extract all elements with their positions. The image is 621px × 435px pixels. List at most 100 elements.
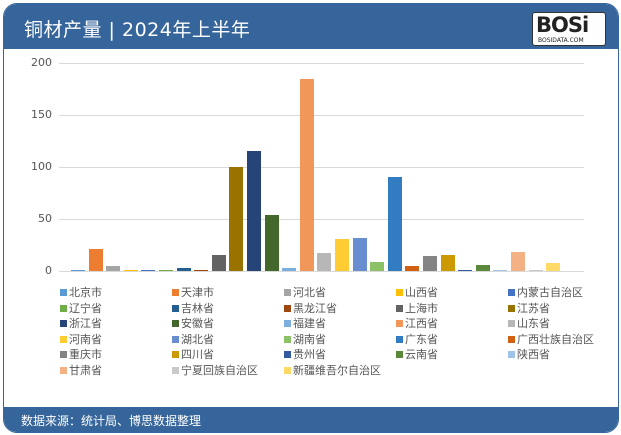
bar-宁夏回族自治区 [528,269,543,271]
footer-bar: 数据来源：统计局、博思数据整理 [4,407,618,432]
legend-swatch [284,351,291,358]
legend-item: 山西省 [396,285,508,301]
legend-swatch [172,289,179,296]
chart-title: 铜材产量 | 2024年上半年 [24,19,251,41]
bar-江苏省 [229,167,244,271]
bar-辽宁省 [159,269,173,271]
legend-label: 江苏省 [517,301,550,315]
legend-item: 江西省 [396,316,508,332]
gridline [59,219,584,220]
legend-swatch [172,351,179,358]
legend-label: 重庆市 [69,348,102,361]
bar-四川省 [440,255,455,271]
bar-天津市 [88,249,103,271]
legend-item: 福建省 [284,316,396,332]
legend-item: 黑龙江省 [284,301,396,317]
bar-重庆市 [423,256,437,271]
legend-item: 云南省 [396,347,508,363]
bar-陕西省 [493,269,508,271]
legend-item: 河北省 [284,285,396,301]
legend-swatch [396,320,403,327]
legend-swatch [396,289,403,296]
gridline [59,271,584,272]
legend-swatch [508,351,515,358]
legend-swatch [172,320,179,327]
legend-label: 浙江省 [69,317,102,330]
bar-福建省 [282,267,297,271]
bar-series [4,49,618,275]
legend-swatch [172,335,179,343]
legend-item: 陕西省 [508,347,618,363]
legend-item: 甘肃省 [60,363,172,379]
legend-label: 云南省 [405,348,438,361]
logo-text: BOSi [536,13,589,37]
legend-swatch [508,335,515,343]
plot-area: 0 50 100 150 200 北京市 天津市 河北省 山西省 内蒙古自治区 辽宁省 吉林省 黑龙江… [4,49,618,406]
legend-label: 山东省 [517,317,550,330]
legend-swatch [396,304,403,312]
legend-item: 北京市 [60,285,172,301]
legend-label: 黑龙江省 [293,301,337,315]
legend-swatch [60,304,67,312]
legend-item: 河南省 [60,332,172,348]
legend-swatch [172,304,179,312]
bar-云南省 [475,264,490,271]
bar-黑龙江省 [194,269,209,271]
legend-label: 湖北省 [181,332,214,346]
legend-item: 浙江省 [60,316,172,332]
legend-item: 广东省 [396,332,508,348]
legend-item: 山东省 [508,316,618,332]
bar-新疆维吾尔自治区 [546,262,561,271]
legend-label: 贵州省 [293,348,326,361]
legend-swatch [60,320,67,327]
legend-label: 山西省 [405,286,438,299]
legend-item: 贵州省 [284,347,396,363]
y-tick-label: 100 [31,160,52,173]
legend-item: 上海市 [396,301,508,317]
legend-label: 福建省 [293,317,326,330]
bar-贵州省 [458,269,473,271]
legend-item: 重庆市 [60,347,172,363]
legend-label: 宁夏回族自治区 [181,363,258,377]
bar-湖南省 [370,261,385,271]
legend-swatch [284,335,291,343]
legend-swatch [284,304,291,312]
bar-广西壮族自治区 [405,265,420,271]
bar-甘肃省 [511,252,525,271]
logo-subtext: BOSIDATA.COM [538,37,584,44]
legend-swatch [60,351,67,358]
bar-安徽省 [264,214,279,271]
legend-label: 新疆维吾尔自治区 [293,363,381,377]
legend-item: 天津市 [172,285,284,301]
legend-item: 吉林省 [172,301,284,317]
bar-广东省 [387,177,402,271]
legend-item: 广西壮族自治区 [508,332,618,348]
chart-card: 铜材产量 | 2024年上半年 BOSi BOSIDATA.COM 0 50 100… [3,3,619,433]
gridline [59,63,584,64]
header-bar: 铜材产量 | 2024年上半年 BOSi BOSIDATA.COM [4,4,618,49]
legend-swatch [284,289,291,296]
legend-item: 新疆维吾尔自治区 [284,363,396,379]
legend-label: 河北省 [293,286,326,299]
legend-swatch [60,366,67,374]
legend-label: 辽宁省 [69,301,102,315]
legend-swatch [508,320,515,327]
y-tick-label: 200 [31,56,52,69]
bar-上海市 [211,255,226,271]
y-tick-label: 150 [31,108,52,121]
legend-item: 内蒙古自治区 [508,285,618,301]
legend: 北京市 天津市 河北省 山西省 内蒙古自治区辽宁省 吉林省 黑龙江省 上海市 江苏省浙江省 安徽省… [60,285,618,379]
legend-label: 天津市 [181,286,214,299]
legend-label: 陕西省 [517,348,550,361]
bar-山西省 [123,269,138,271]
bar-北京市 [71,269,85,271]
bosi-logo: BOSi BOSIDATA.COM [532,12,606,46]
data-source: 数据来源：统计局、博思数据整理 [21,414,202,428]
y-tick-label: 50 [38,212,52,225]
legend-label: 安徽省 [181,317,214,330]
legend-item: 安徽省 [172,316,284,332]
bar-河南省 [335,238,349,271]
gridline [59,115,584,116]
legend-label: 广东省 [405,332,438,346]
legend-label: 江西省 [405,317,438,330]
